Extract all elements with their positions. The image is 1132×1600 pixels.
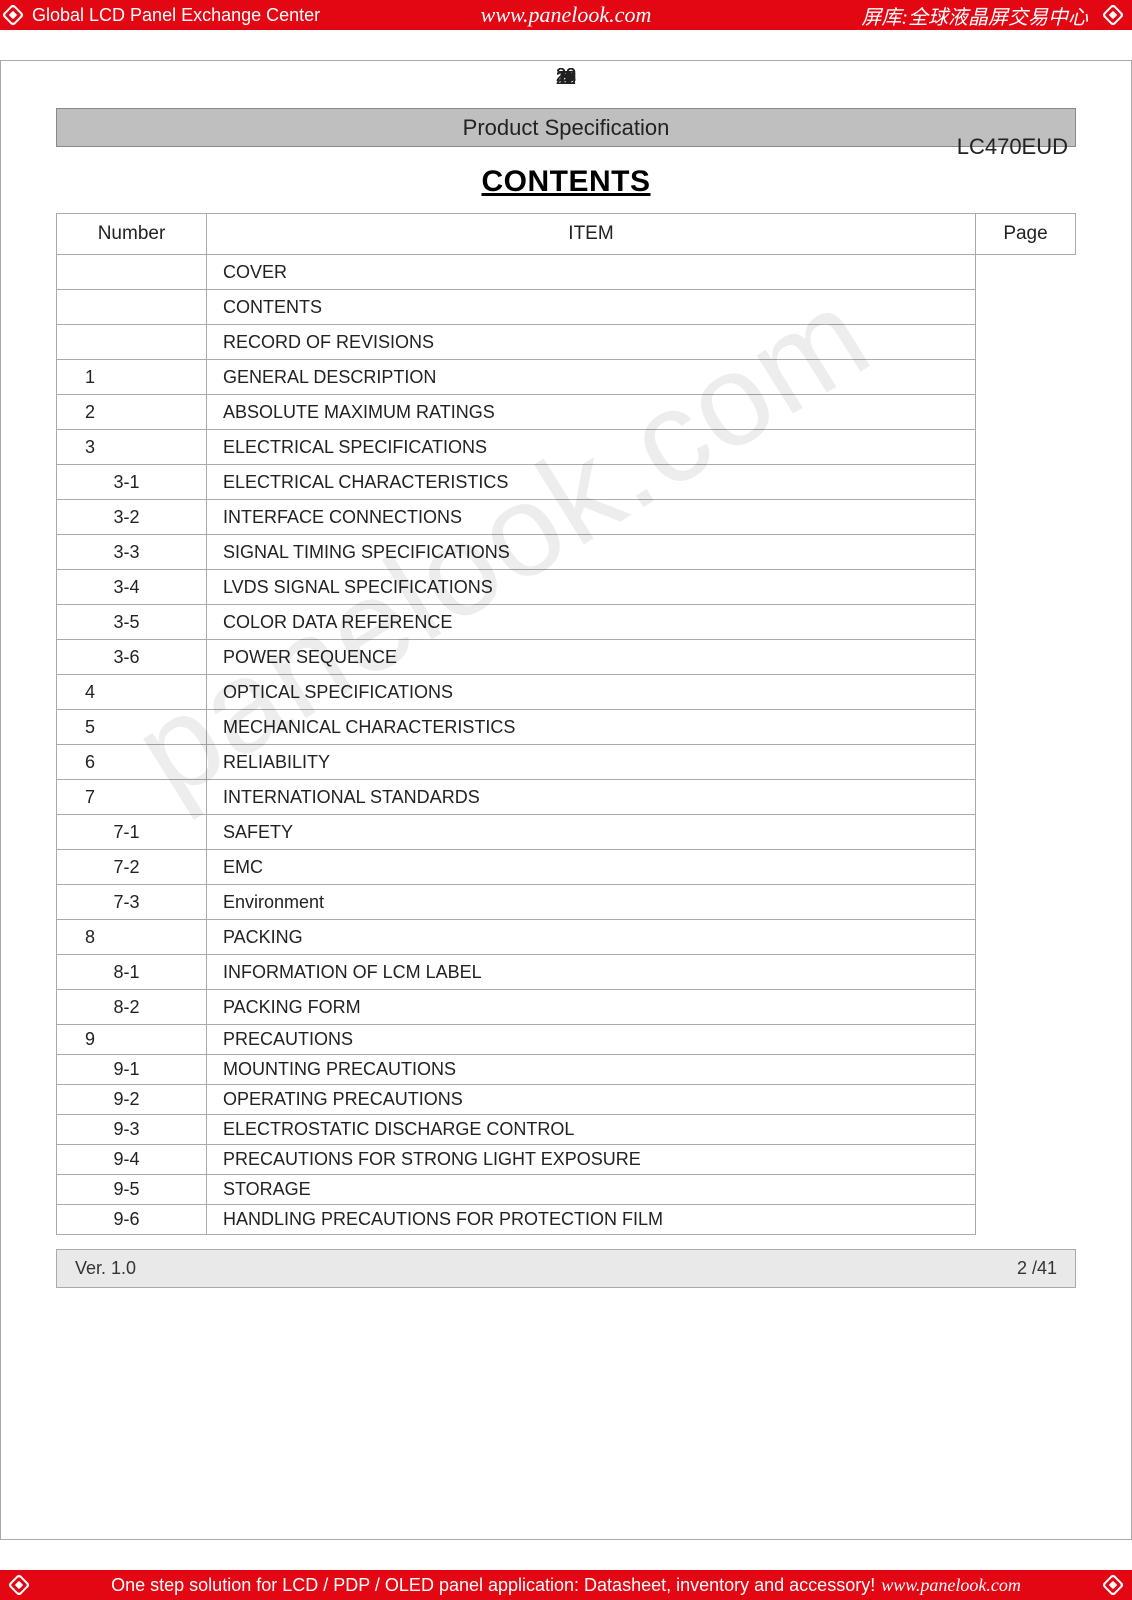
logo-diamond-icon [0,2,26,28]
table-row: 9-6HANDLING PRECAUTIONS FOR PROTECTION F… [57,1205,1076,1235]
logo-diamond-icon [1100,2,1126,28]
banner-right-text: 屏库:全球液晶屏交易中心 [861,1,1088,30]
banner-left-text: Global LCD Panel Exchange Center [32,5,320,26]
bottom-banner: One step solution for LCD / PDP / OLED p… [0,1570,1132,1600]
logo-diamond-icon [6,1572,32,1598]
bottom-banner-url: www.panelook.com [881,1575,1021,1596]
logo-diamond-icon [1100,1572,1126,1598]
row-page: 29 [0,60,1132,1540]
bottom-banner-text: One step solution for LCD / PDP / OLED p… [111,1575,875,1596]
page-content: LC470EUD panelook.com Product Specificat… [0,30,1132,1570]
banner-center-url: www.panelook.com [481,2,652,28]
contents-table: Number ITEM Page COVER1CONTENTS2RECORD O… [56,213,1076,1235]
top-banner: Global LCD Panel Exchange Center www.pan… [0,0,1132,30]
